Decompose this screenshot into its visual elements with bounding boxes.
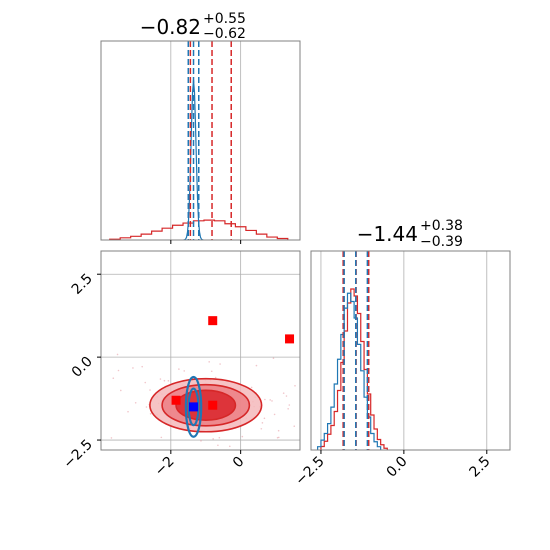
sample-point [212,438,214,440]
title-param1-main: −1.44 [357,222,418,246]
sample-point [116,353,119,356]
frame-joint [100,250,301,451]
sample-point [277,436,280,439]
x-tick-label-param0-0: −2 [152,454,178,480]
sample-point [277,429,280,432]
sample-point [293,425,296,428]
sample-point [214,376,217,379]
y-tick-label-param1-1: 0.0 [69,354,96,381]
sample-point [160,436,163,439]
y-tick-label-param1-2: −2.5 [60,437,95,472]
sample-point [183,370,186,372]
contour-blue-0 [184,375,203,438]
contour-red-2 [175,389,237,421]
marginal-param1-hist-blue [317,292,382,450]
frame-right [310,250,511,451]
sample-point [241,435,244,438]
sample-point [208,361,210,363]
y-tick-label-param1-0: 2.5 [69,271,96,298]
x-tick-label-param1-1: 0.0 [384,454,411,481]
sample-point [110,437,113,439]
sample-point [282,392,285,394]
frame-top [100,40,301,241]
sample-point [273,413,276,416]
sample-point [149,412,152,415]
sample-point [269,399,272,401]
marginal-param1-hist-red [320,288,388,450]
x-tick-label-param1-2: 2.5 [467,454,494,481]
marginal-param0-panel [100,40,301,241]
tick-labels: −2 0 2.5 0.0 −2.5 −2.5 0.0 2.5 [60,240,494,489]
sample-point [149,389,151,391]
sample-point [144,381,147,384]
sample-point [228,445,231,448]
sample-point [167,379,170,382]
sample-point [163,379,166,382]
truth-marker-3 [208,400,218,410]
sample-point [285,395,288,397]
sample-point [127,410,129,413]
sample-point [200,440,202,442]
sample-point [271,400,273,402]
sample-point [132,367,134,369]
title-param1-sub-sup: +0.38 [420,218,463,234]
sample-point [134,401,137,404]
sample-point [272,357,275,360]
sample-point [119,389,122,392]
sample-point [112,377,115,380]
sample-point [294,385,296,387]
sample-point [217,444,219,447]
truth-marker-0 [208,316,218,326]
sample-point [255,364,258,367]
title-param0: −0.82 +0.55 −0.62 [140,11,246,42]
sample-point [287,407,289,410]
sample-point [141,365,143,368]
sample-point [145,406,148,408]
joint-panel [100,250,301,451]
sample-point [117,369,120,372]
marginal-param1-panel [310,250,511,451]
title-param0-sub: −0.62 [203,26,246,42]
title-param1-sub-sub: −0.39 [420,234,463,250]
x-tick-label-param1-0: −2.5 [292,454,327,489]
x-tick-label-param0-1: 0 [230,454,248,472]
sample-point [261,422,264,424]
title-param0-main: −0.82 [140,15,201,39]
title-param1: −1.44 +0.38 −0.39 [357,218,463,250]
sample-point [219,363,221,365]
sample-point [159,378,162,380]
truth-marker-1 [285,334,295,344]
sample-point [178,368,180,370]
sample-point [260,427,263,430]
contour-blue-1 [187,387,200,427]
truth-marker-4 [189,402,199,412]
sample-point [218,436,221,439]
sample-point [250,386,253,389]
sample-point [263,417,266,420]
sample-point [264,398,266,401]
sample-point [210,370,213,373]
sample-point [288,404,291,406]
title-param0-sup: +0.55 [203,11,246,27]
truth-marker-2 [171,395,181,405]
